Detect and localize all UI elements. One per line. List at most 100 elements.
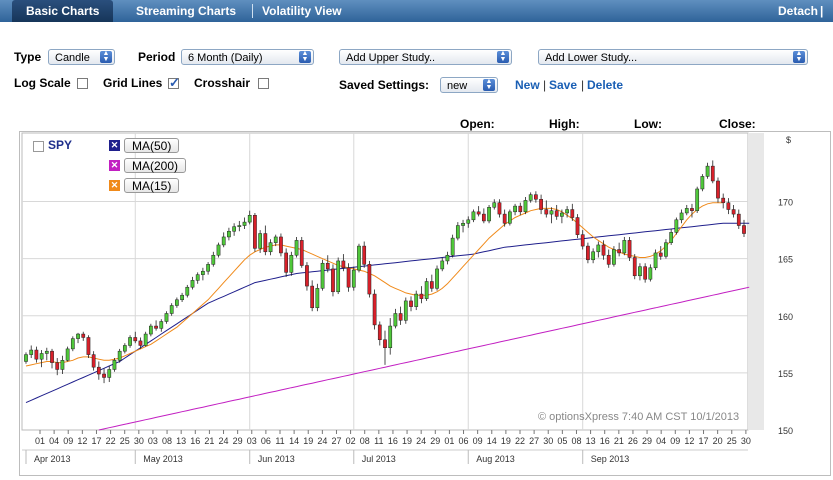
x-tick-label: 22 [106, 436, 116, 446]
candle-down [284, 252, 289, 273]
candle-up [695, 188, 700, 211]
x-tick-label: 09 [63, 436, 73, 446]
x-tick-label: 30 [543, 436, 553, 446]
candle-up [65, 348, 70, 361]
candle-down [580, 234, 585, 247]
x-tick-label: 24 [219, 436, 229, 446]
ma15-legend-button[interactable]: MA(15) [124, 178, 180, 193]
tab-divider [252, 4, 253, 18]
candle-down [726, 202, 731, 210]
x-tick-label: 24 [416, 436, 426, 446]
log-scale-checkbox[interactable] [77, 78, 88, 89]
x-tick-label: 21 [204, 436, 214, 446]
candle-down [606, 254, 611, 265]
ma50-toggle[interactable]: ✕ [109, 140, 120, 151]
new-settings-link[interactable]: New [515, 78, 540, 92]
candle-up [393, 313, 398, 327]
legend-symbol: SPY [48, 138, 73, 152]
x-tick-label: 19 [501, 436, 511, 446]
candle-up [76, 333, 80, 339]
tab-basic-charts[interactable]: Basic Charts [12, 0, 114, 22]
candle-up [471, 211, 476, 221]
type-select[interactable]: Candle ▲ ▼ [48, 49, 115, 65]
tab-volatility-view[interactable]: Volatility View [262, 4, 342, 18]
x-tick-label: 06 [261, 436, 271, 446]
x-tick-label: 01 [444, 436, 454, 446]
candle-down [658, 252, 663, 257]
candle-down [476, 211, 481, 215]
candle-down [643, 266, 648, 280]
x-tick-label: 29 [233, 436, 243, 446]
candle-up [669, 232, 674, 243]
log-scale-label: Log Scale [14, 76, 71, 90]
watermark: © optionsXpress 7:40 AM CST 10/1/2013 [538, 411, 740, 423]
upper-study-select[interactable]: Add Upper Study.. ▲ ▼ [339, 49, 512, 65]
spy-toggle-checkbox[interactable] [33, 141, 44, 152]
y-tick-label: 150 [778, 426, 793, 436]
ma15-toggle[interactable]: ✕ [109, 180, 120, 191]
x-tick-label: 09 [473, 436, 483, 446]
candle-up [206, 264, 210, 272]
candle-down [377, 324, 382, 341]
detach-link[interactable]: Detach [778, 4, 819, 18]
candle-up [560, 212, 564, 217]
period-select[interactable]: 6 Month (Daily) ▲ ▼ [181, 49, 314, 65]
candle-up [596, 244, 601, 253]
candle-down [710, 165, 715, 182]
candle-down [627, 240, 632, 258]
saved-settings-value: new [447, 80, 468, 92]
candle-down [419, 293, 424, 299]
grid-lines-checkbox[interactable] [168, 75, 180, 91]
link-separator: | [543, 78, 547, 92]
lower-study-value: Add Lower Study... [545, 52, 638, 64]
save-settings-link[interactable]: Save [549, 78, 578, 92]
chart-panel [19, 131, 831, 476]
candle-down [305, 265, 309, 287]
link-separator: | [581, 78, 585, 92]
x-tick-label: 25 [120, 436, 130, 446]
candle-up [523, 200, 528, 213]
x-tick-label: 17 [699, 436, 709, 446]
candle-up [679, 212, 684, 221]
tab-streaming-charts[interactable]: Streaming Charts [136, 4, 237, 18]
x-tick-label: 11 [374, 436, 383, 446]
candle-up [268, 242, 273, 253]
candle-up [461, 222, 465, 226]
candle-down [86, 337, 91, 355]
candle-up [508, 211, 512, 224]
candle-down [554, 210, 559, 217]
ma50-legend-button[interactable]: MA(50) [124, 138, 180, 153]
saved-settings-select[interactable]: new ▲ ▼ [440, 77, 498, 93]
candle-down [497, 202, 502, 215]
plot-right-margin [748, 133, 764, 430]
ma200-legend-button[interactable]: MA(200) [124, 158, 187, 173]
ma200-toggle[interactable]: ✕ [109, 160, 120, 171]
candle-up [450, 237, 455, 256]
candle-down [721, 197, 726, 203]
chevron-updown-icon: ▲ ▼ [497, 50, 509, 63]
candle-up [60, 360, 65, 370]
candle-up [528, 194, 533, 201]
x-tick-label: 19 [402, 436, 412, 446]
candle-up [294, 240, 299, 256]
candle-up [107, 369, 112, 378]
x-tick-label: 05 [557, 436, 567, 446]
lower-study-select[interactable]: Add Lower Study... ▲ ▼ [538, 49, 808, 65]
x-tick-label: 03 [247, 436, 257, 446]
candle-up [24, 354, 28, 362]
crosshair-checkbox[interactable] [258, 78, 269, 89]
candle-down [518, 205, 523, 213]
candle-down [539, 199, 543, 210]
candle-up [351, 269, 356, 288]
tab-overflow[interactable]: | C [820, 4, 829, 40]
x-tick-label: 16 [388, 436, 398, 446]
delete-settings-link[interactable]: Delete [587, 78, 624, 92]
candle-up [247, 214, 252, 223]
candle-up [122, 345, 127, 352]
x-tick-label: 02 [346, 436, 356, 446]
x-tick-label: 12 [684, 436, 694, 446]
candle-down [91, 354, 96, 368]
x-tick-label: 09 [670, 436, 680, 446]
x-tick-label: 26 [628, 436, 638, 446]
